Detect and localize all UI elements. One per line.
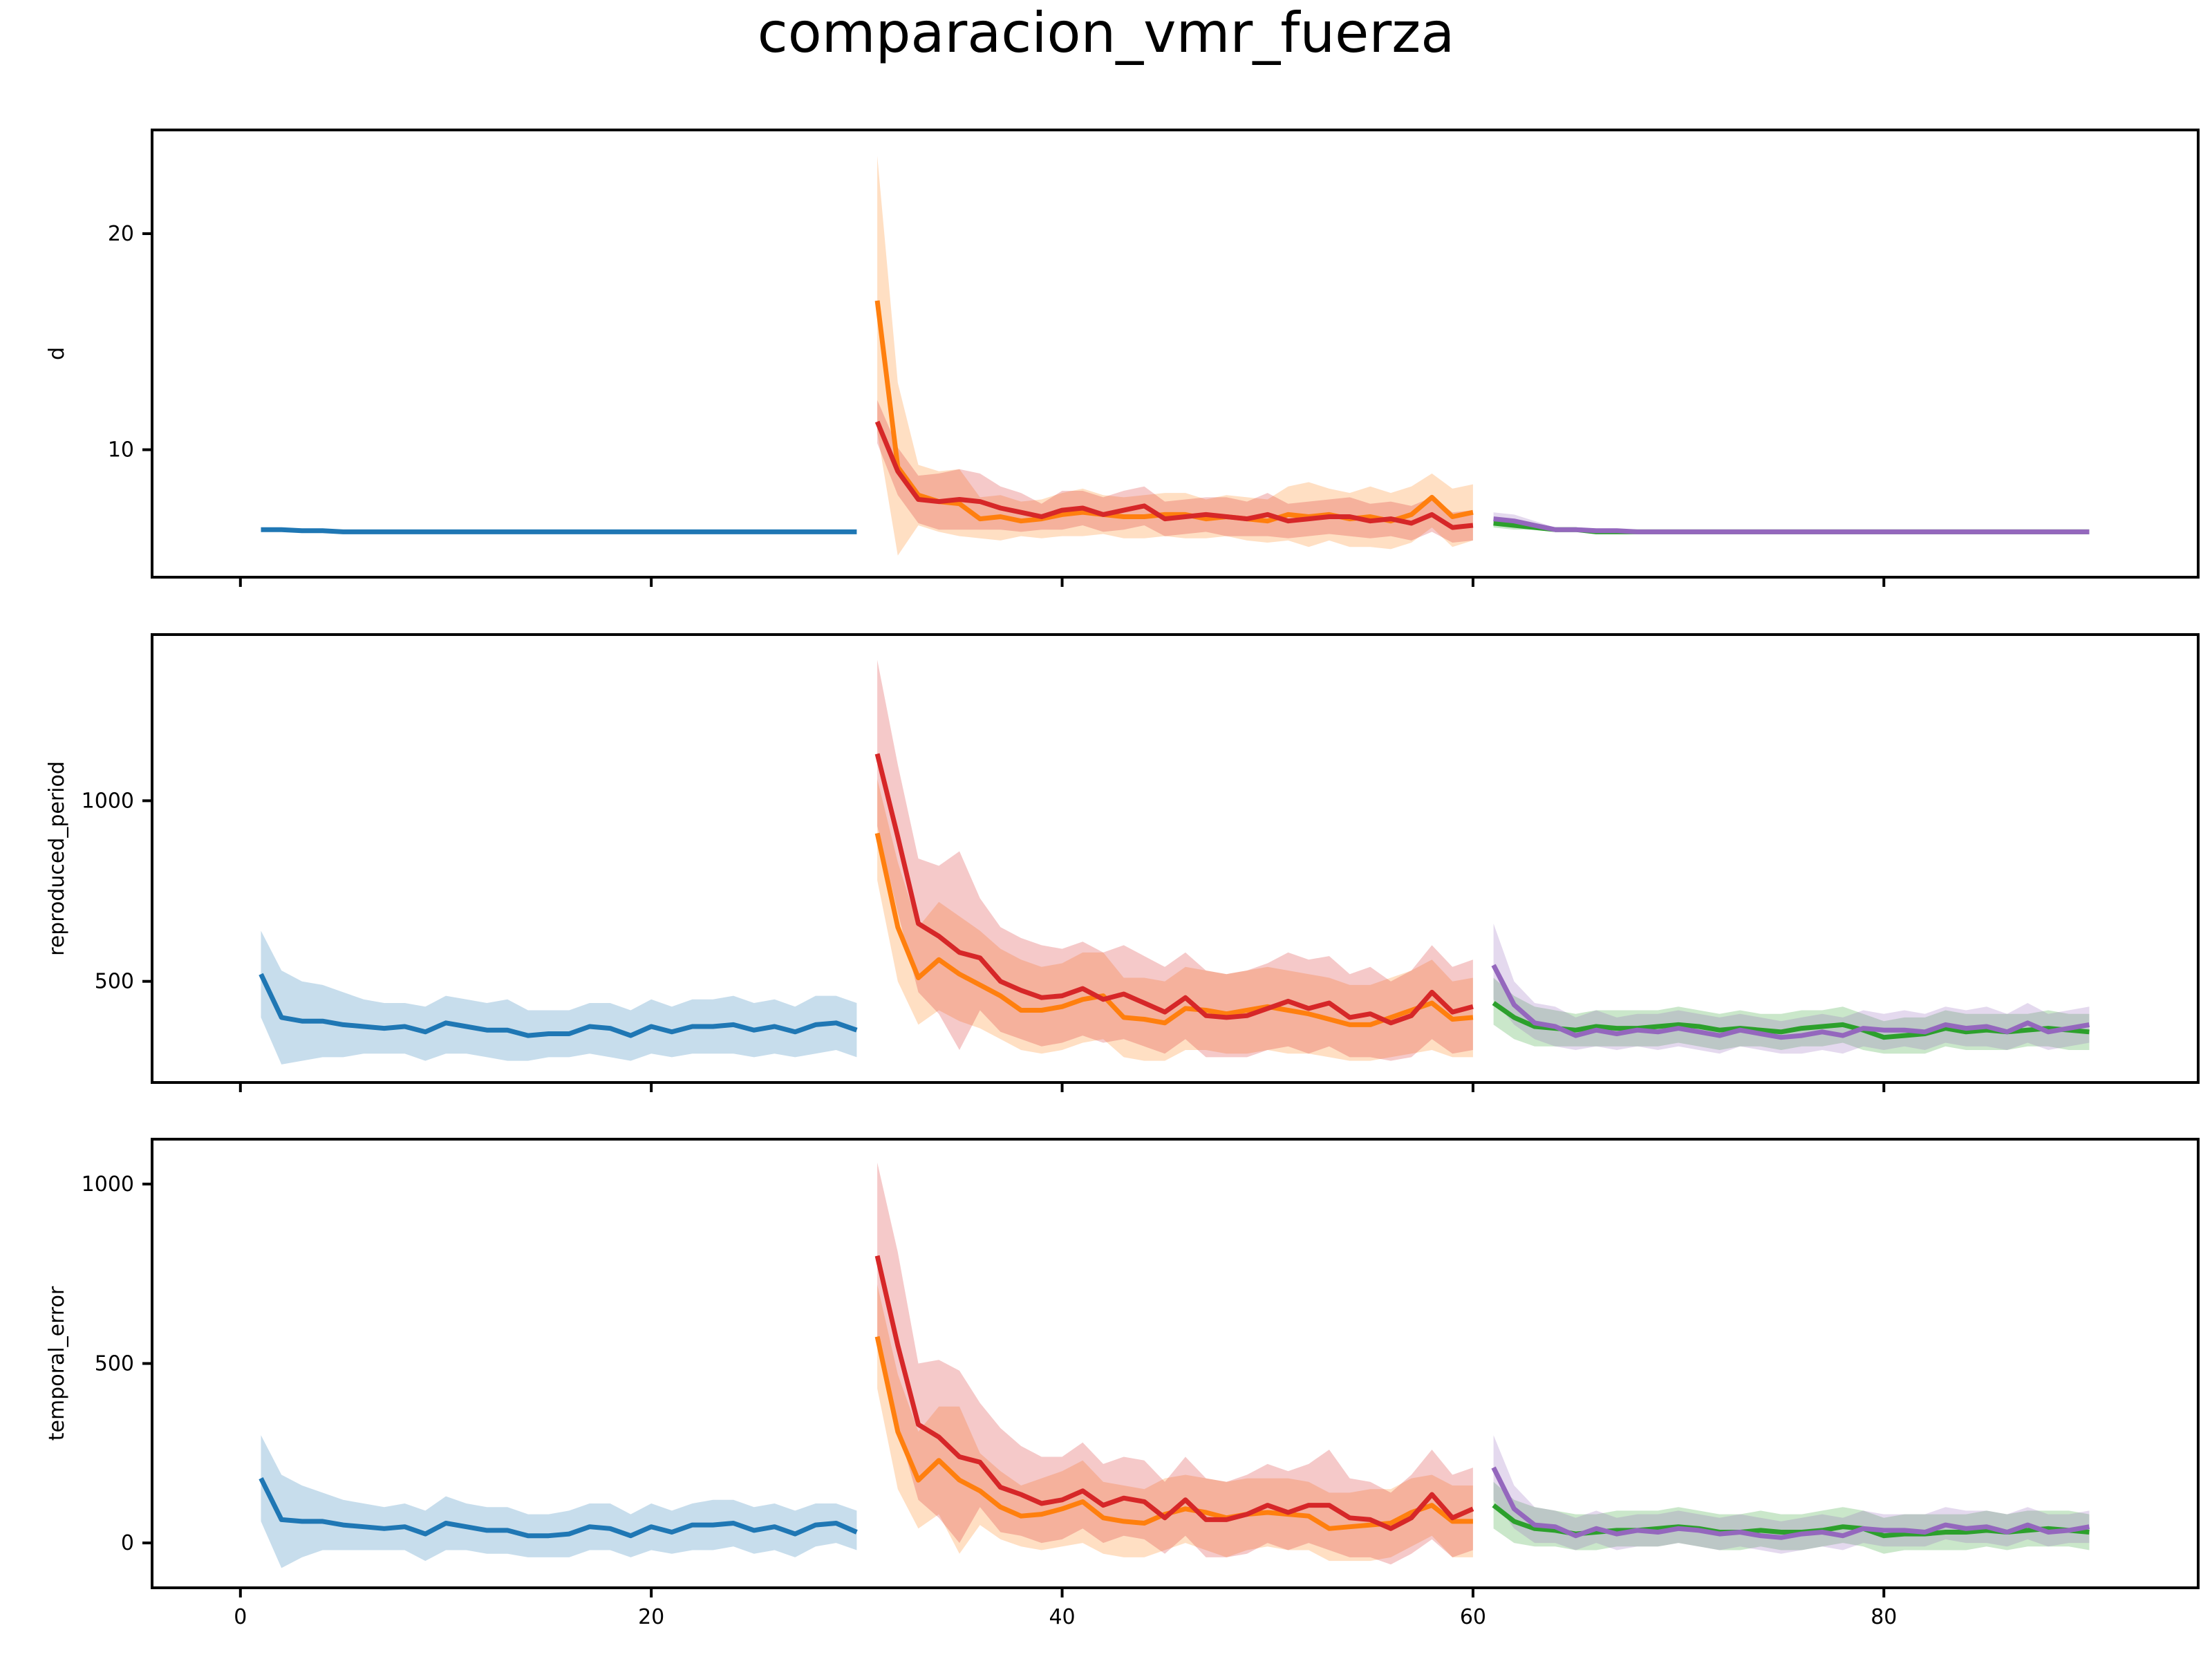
series-red-band <box>877 400 1473 543</box>
chart-title: comparacion_vmr_fuerza <box>758 1 1455 65</box>
y-axis-label: d <box>45 347 69 360</box>
series-purple-line <box>1493 516 2090 534</box>
y-axis-label: reproduced_period <box>45 761 69 956</box>
subplots: 10 20 d 500 1000 reproduced_period 0 20 40 60 80 0 5… <box>45 129 2200 1629</box>
subplot-1: 10 20 d <box>45 129 2200 587</box>
series-orange-line <box>874 832 1474 1027</box>
y-tick-label: 20 <box>108 222 134 246</box>
series-purple-band <box>1493 924 2090 1054</box>
plot-area <box>259 659 2090 1065</box>
series-green-line <box>1492 1503 2090 1539</box>
x-tick-label: 80 <box>1871 1605 1897 1629</box>
axes-frame <box>151 129 2200 579</box>
series-blue-line <box>259 973 858 1038</box>
axes-frame <box>151 633 2200 1084</box>
series-red-line <box>874 1255 1474 1531</box>
series-orange-band <box>877 1284 1473 1562</box>
y-tick-label: 0 <box>121 1531 134 1555</box>
series-red-line <box>874 753 1474 1026</box>
y-tick-label: 1000 <box>82 789 134 813</box>
series-blue-line <box>261 527 857 534</box>
x-tick-label: 60 <box>1460 1605 1486 1629</box>
x-tick-label: 20 <box>638 1605 664 1629</box>
y-tick-label: 10 <box>108 438 134 462</box>
series-blue-line <box>259 1477 858 1539</box>
series-red-band <box>877 659 1473 1061</box>
series-orange-line <box>874 300 1474 524</box>
y-axis-label: temporal_error <box>45 1286 69 1441</box>
y-tick-label: 500 <box>95 1352 134 1376</box>
series-blue-band <box>261 1435 857 1568</box>
series-green-band <box>1493 1481 2090 1554</box>
y-tick-label: 1000 <box>82 1172 134 1197</box>
plot-area <box>259 1162 2090 1568</box>
series-red-band <box>877 1162 1473 1565</box>
series-green-line <box>1492 1001 2090 1040</box>
series-green-band <box>1493 977 2090 1054</box>
series-blue-band <box>261 930 857 1065</box>
series-purple-line <box>1491 964 2090 1040</box>
series-purple-line <box>1491 1466 2090 1540</box>
subplot-3: 0 20 40 60 80 0 500 1000 temporal_error <box>45 1138 2200 1629</box>
subplot-2: 500 1000 reproduced_period <box>45 633 2200 1092</box>
plot-area <box>261 156 2090 556</box>
y-tick-label: 500 <box>95 970 134 994</box>
series-red-line <box>874 420 1474 530</box>
x-tick-label: 40 <box>1049 1605 1075 1629</box>
x-tick-label: 0 <box>234 1605 247 1629</box>
series-purple-band <box>1493 1435 2090 1554</box>
